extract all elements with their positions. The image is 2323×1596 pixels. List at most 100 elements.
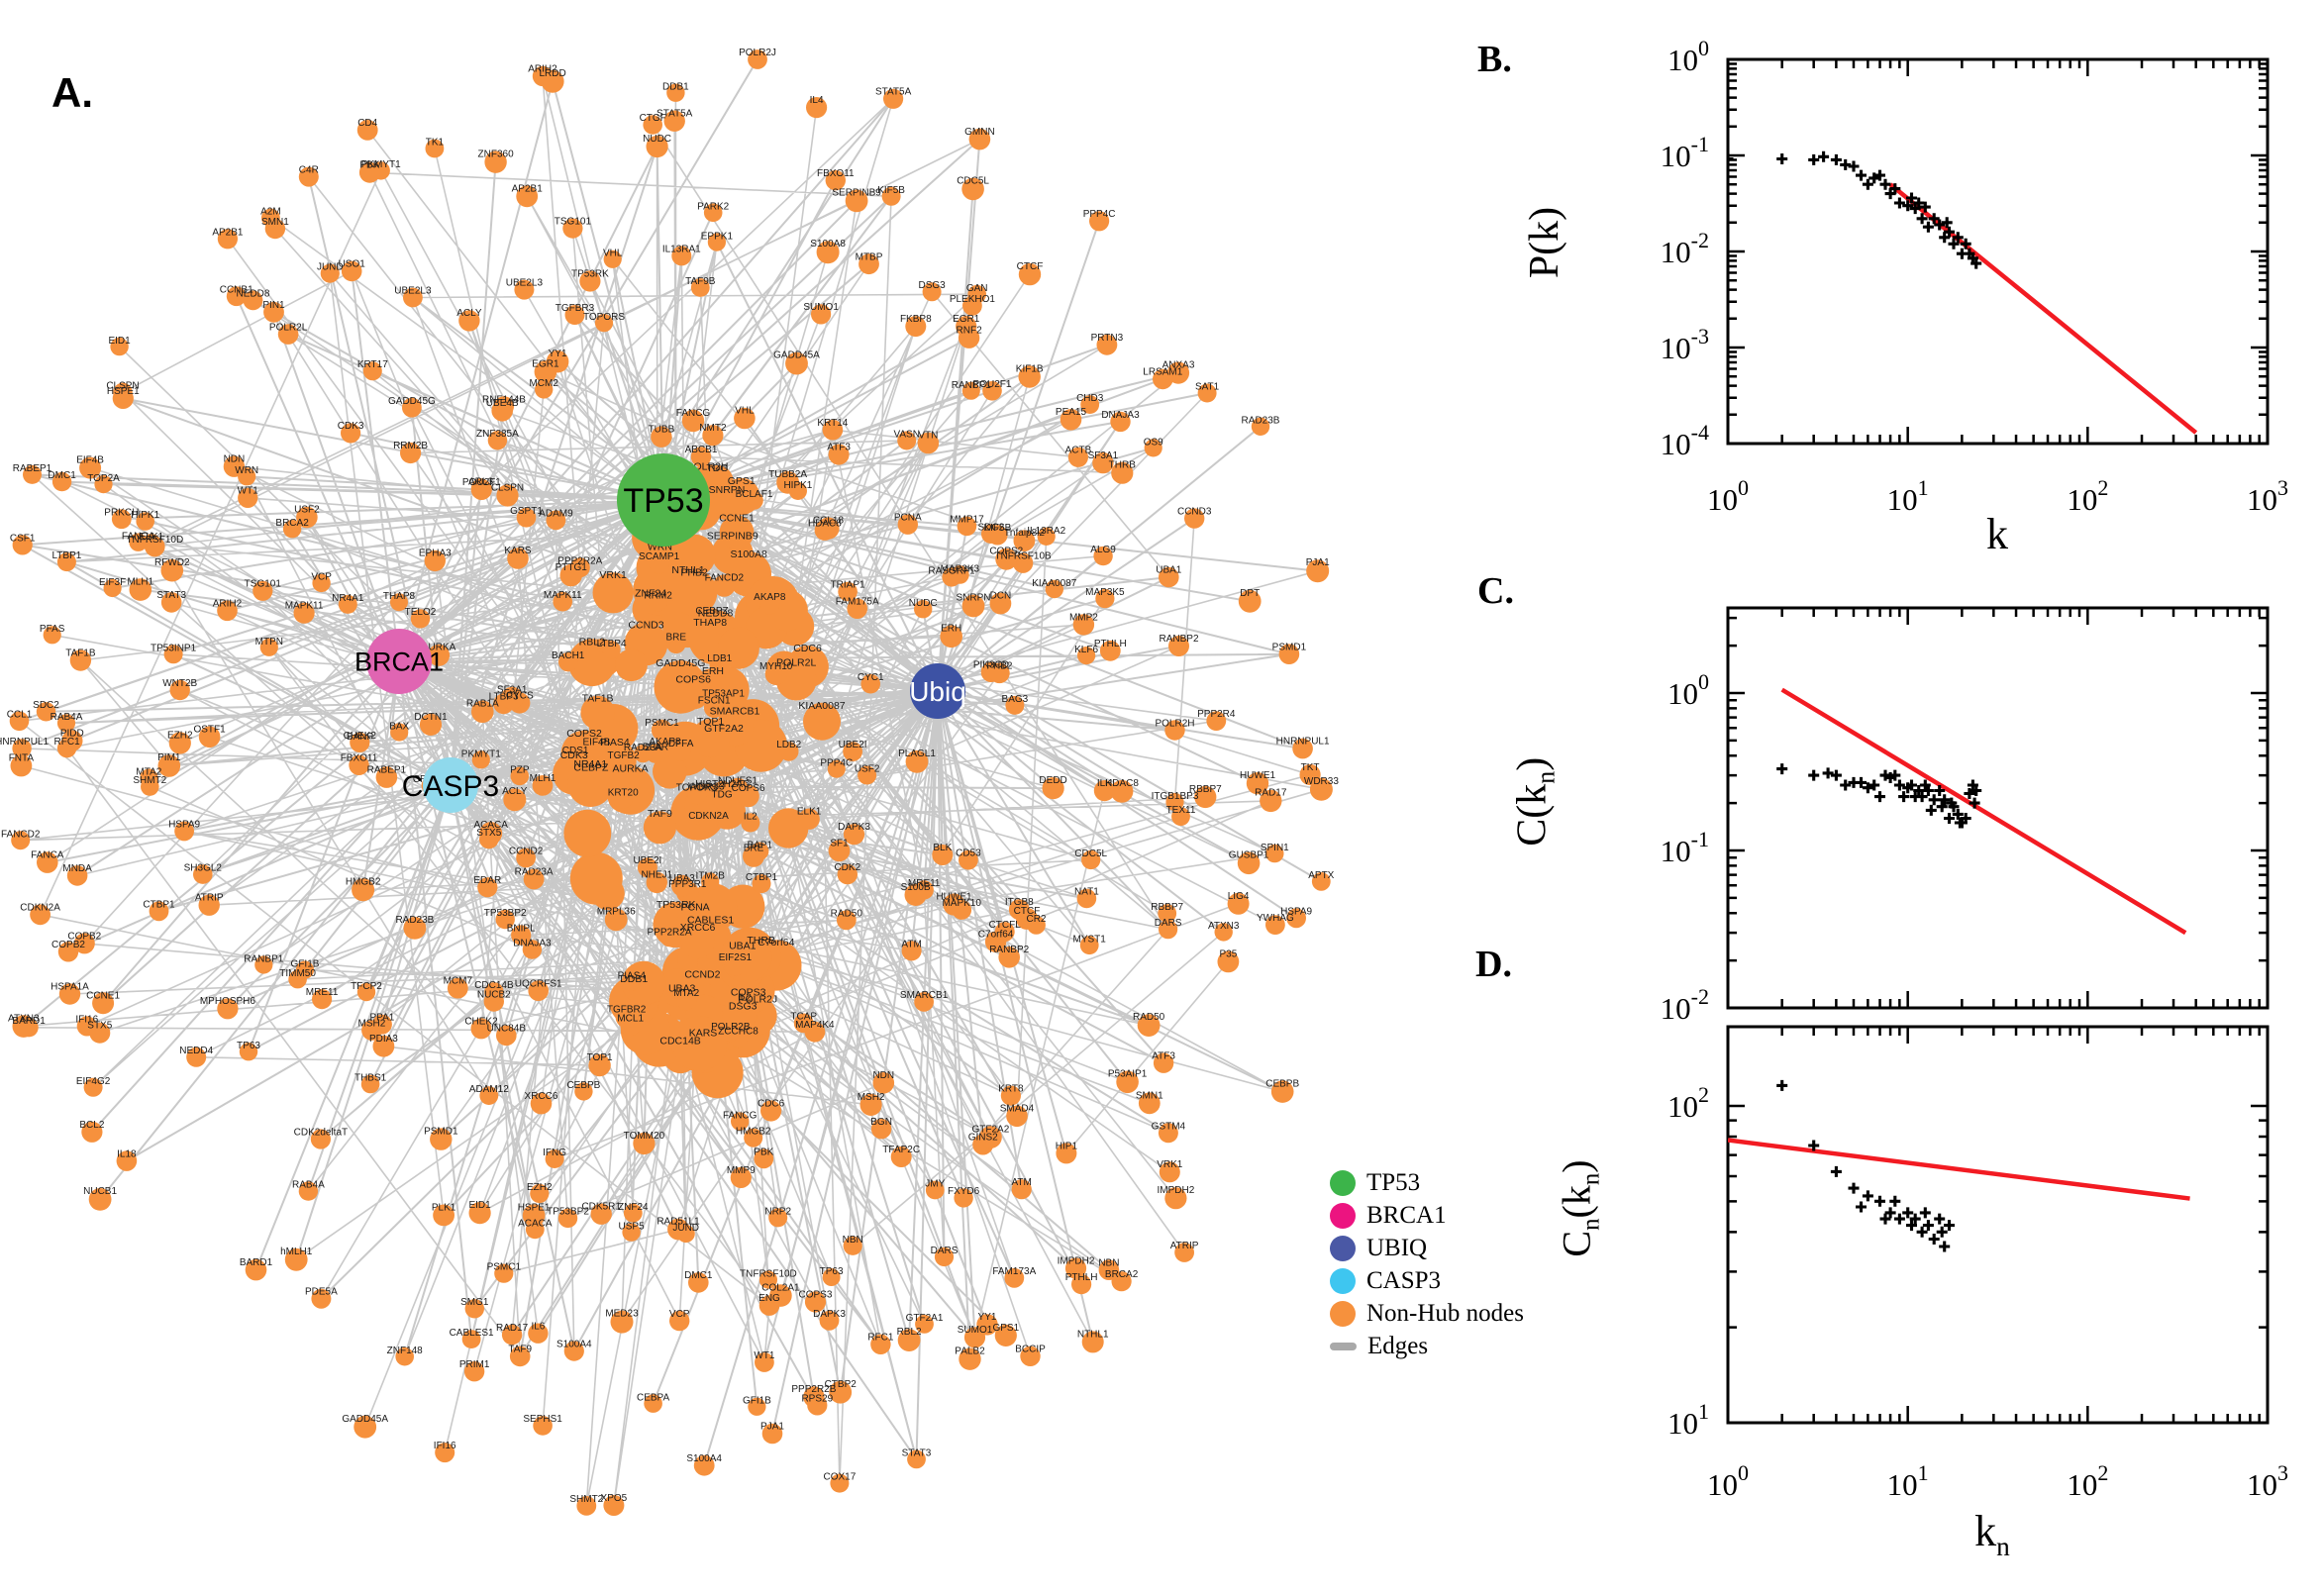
non-hub-node [149,901,169,922]
fit-line [1780,687,2187,936]
non-hub-node [719,515,755,550]
node-label: WDR33 [1304,776,1339,787]
non-hub-node [1089,211,1110,232]
tick-label: 10-1 [1661,132,1709,173]
node-label: USF2 [294,505,320,516]
tick-label: 100 [1707,475,1749,517]
non-hub-node [817,517,840,540]
non-hub-node [768,1208,788,1228]
node-label: MLH1 [127,576,153,587]
node-swatch-icon [1330,1169,1356,1196]
node-label: LDB1 [707,653,732,664]
node-label: ELK1 [140,532,164,543]
node-label: STAT5A [656,109,693,120]
node-label: PLAGL1 [898,748,936,759]
node-label: NDUFS1 [718,776,758,787]
non-hub-node [760,1100,782,1122]
node-label: MTA2 [136,767,161,778]
non-hub-node [66,865,88,886]
node-label: ATXN3 [1208,921,1240,932]
node-label: MSH2 [358,1018,386,1029]
node-label: COPS6 [675,674,711,686]
non-hub-node [23,464,42,484]
non-hub-node [217,229,238,249]
non-hub-node [845,189,868,213]
non-hub-node [58,983,81,1005]
node-label: STAT3 [156,590,186,601]
non-hub-node [157,754,181,777]
non-hub-node [83,1077,103,1097]
legend-label: Edges [1367,1332,1429,1359]
non-hub-node [558,652,578,672]
non-hub-node [816,241,840,264]
node-label: CEBPA [637,1392,669,1403]
non-hub-node [651,719,673,742]
non-hub-node [564,747,587,769]
node-label: GFI1B [743,1396,771,1407]
non-hub-node [277,324,299,345]
node-label: STX5 [87,1021,112,1032]
legend-label: BRCA1 [1366,1201,1447,1229]
node-label: STAT3 [902,1448,932,1459]
non-hub-node [904,883,927,907]
node-label: CDC14B [659,1036,700,1047]
non-hub-node [623,1203,643,1223]
node-label: HSPA9 [168,820,200,831]
node-swatch-icon [1330,1300,1356,1327]
node-label: RAD17 [496,1323,529,1334]
node-label: DEDD [1039,775,1066,786]
non-hub-node [714,690,733,709]
node-label: ERH [702,665,724,677]
non-hub-node [745,491,763,510]
node-label: GPS1 [728,475,756,487]
non-hub-node [702,608,722,628]
node-label: CDKN2A [20,902,60,913]
non-hub-node [264,218,286,240]
node-label: RBL2 [579,636,605,648]
node-label: RAD50 [831,908,863,919]
non-hub-node [1260,789,1282,813]
node-label: NUCB2 [477,989,511,1000]
non-hub-node [254,955,273,974]
non-hub-node [681,409,705,433]
node-label: GADD45A [773,350,820,361]
node-label: PPP2R2A [647,927,691,938]
node-label: TP53RK [571,269,609,280]
node-label: FANCG [723,1111,758,1122]
node-label: SMARCB1 [710,706,760,718]
node-label: GMNN [964,127,995,138]
node-label: AP2B1 [512,183,544,194]
node-label: YY1 [549,349,567,359]
non-hub-node [528,1323,549,1344]
node-label: BRE [744,844,764,854]
non-hub-node [361,1020,382,1041]
node-label: MAP3K5 [1085,587,1125,598]
non-hub-node [298,1181,319,1201]
non-hub-node [528,980,549,1001]
non-hub-node [1027,916,1046,935]
non-hub-node [136,512,154,531]
node-label: MYST1 [1073,934,1107,945]
node-label: SAT1 [1195,381,1220,392]
panel-b-plot: 100 10-1 10-2 10-3 10-4 100 101 102 103 [1661,36,2288,517]
node-label: MNDA [62,863,92,874]
non-hub-node [915,1315,934,1334]
non-hub-node [961,594,985,618]
non-hub-node [804,1291,827,1313]
node-label: SDC2 [33,700,59,711]
non-hub-node [356,119,378,141]
non-hub-node [822,1268,841,1286]
node-label: BAP1 [748,841,773,851]
node-label: GTF2A1 [906,1313,944,1324]
node-label: A2M [260,207,281,218]
non-hub-node [721,1024,740,1043]
non-hub-node [829,1380,853,1404]
non-hub-node [320,263,340,283]
node-label: NUDC [643,134,671,145]
non-hub-node [968,128,991,150]
node-label: POLR2L [776,657,816,669]
non-hub-node [717,627,759,669]
non-hub-node [186,1047,207,1067]
node-label: BNIPL [507,923,536,934]
hub-node-casp3 [423,757,478,813]
